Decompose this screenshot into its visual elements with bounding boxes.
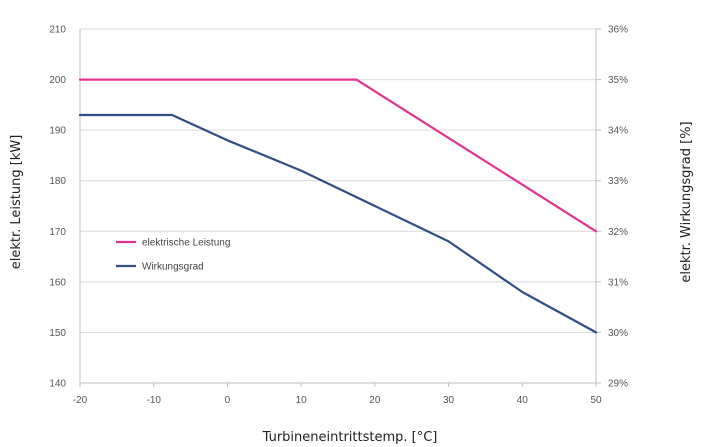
y-tick-label: 160: [49, 277, 66, 288]
x-tick-label: 30: [443, 395, 455, 406]
x-tick-label: 20: [369, 395, 381, 406]
legend-label: Wirkungsgrad: [142, 262, 204, 273]
y2-tick-label: 32%: [608, 227, 628, 238]
y-tick-label: 180: [49, 176, 66, 187]
y2-tick-label: 34%: [608, 126, 628, 137]
y2-tick-label: 29%: [608, 379, 628, 390]
series-line-leistung: [78, 78, 598, 233]
y2-tick-label: 30%: [608, 328, 628, 339]
right-y-ticks: 29% 30% 31% 32% 33% 34% 35% 36%: [596, 25, 628, 390]
series-lines: [78, 78, 598, 334]
x-axis-title: Turbineneintrittstemp. [°C]: [262, 430, 438, 445]
y2-tick-label: 35%: [608, 75, 628, 86]
y2-tick-label: 36%: [608, 25, 628, 36]
series-line-wirkungsgrad: [78, 113, 598, 334]
legend-label: elektrische Leistung: [142, 238, 230, 249]
axes: [79, 29, 597, 384]
y-tick-label: 140: [49, 379, 66, 390]
y-tick-label: 150: [49, 328, 66, 339]
legend: elektrische Leistung Wirkungsgrad: [116, 238, 230, 273]
y-tick-label: 170: [49, 227, 66, 238]
x-tick-label: 50: [590, 395, 602, 406]
x-tick-label: 10: [296, 395, 308, 406]
y-tick-label: 210: [49, 25, 66, 36]
y2-axis-title: elektr. Wirkungsgrad [%]: [679, 121, 694, 282]
x-ticks: -20 -10 0 10 20 30 40 50: [73, 383, 602, 406]
gridlines: [80, 28, 596, 384]
y-tick-label: 200: [49, 75, 66, 86]
y-axis-title: elektr. Leistung [kW]: [9, 135, 24, 270]
left-y-ticks: 140 150 160 170 180 190 200 210: [49, 25, 66, 390]
x-tick-label: 0: [225, 395, 231, 406]
x-tick-label: -10: [146, 395, 161, 406]
y2-tick-label: 31%: [608, 277, 628, 288]
y-tick-label: 190: [49, 126, 66, 137]
y2-tick-label: 33%: [608, 176, 628, 187]
x-tick-label: -20: [73, 395, 88, 406]
x-tick-label: 40: [517, 395, 529, 406]
